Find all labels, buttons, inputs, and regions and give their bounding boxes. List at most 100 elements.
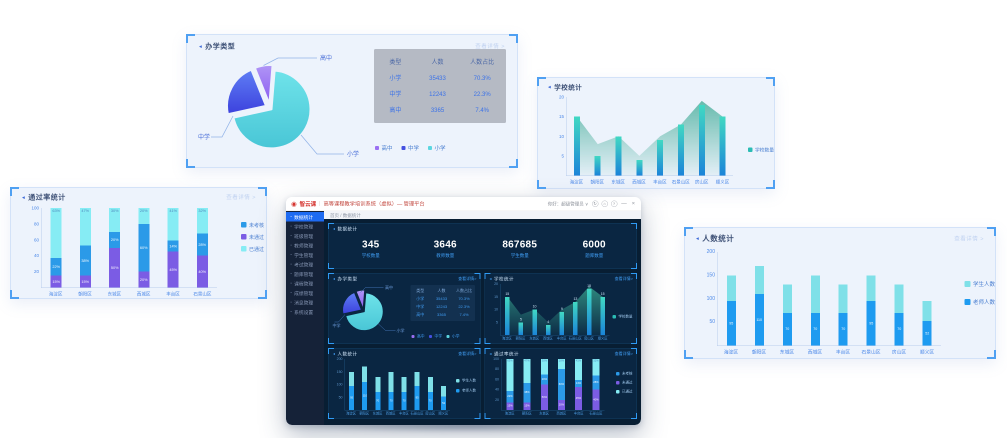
bar-column <box>691 97 712 176</box>
bar-column: 110 <box>745 252 773 346</box>
bar-segment: 60% <box>558 369 566 400</box>
bar-column: 70 <box>371 359 384 410</box>
y-axis-tick: 80 <box>495 367 499 371</box>
legend-swatch <box>616 371 620 376</box>
segment-label: 95 <box>415 396 419 400</box>
home-icon[interactable]: ⌂ <box>601 200 608 207</box>
bar: 95 <box>866 252 876 346</box>
bar-segment: 14% <box>575 379 583 388</box>
help-icon[interactable]: ? <box>610 200 618 207</box>
bar-column: 95 <box>345 359 358 410</box>
x-axis-label: 西城区 <box>385 412 396 416</box>
sidebar-item[interactable]: ▪ 教师管理 <box>286 241 324 251</box>
bar-segment <box>838 284 848 313</box>
sidebar-item[interactable]: ▪ 系统设置 <box>286 307 324 317</box>
table-cell: 22.3% <box>473 90 491 98</box>
pie-slice <box>342 291 362 315</box>
close-icon[interactable]: × <box>631 200 635 207</box>
pie-slice <box>226 68 267 116</box>
sidebar-item[interactable]: ▪ 考试管理 <box>286 260 324 270</box>
view-details-link[interactable]: 查看详情 > <box>226 194 256 201</box>
bar-segment: 60% <box>138 223 150 272</box>
x-axis-label: 顺义区 <box>438 412 449 416</box>
x-axis-label: 海淀区 <box>569 179 584 185</box>
table-header-cell: 人数占比 <box>470 58 495 66</box>
minimize-icon[interactable]: — <box>621 200 627 207</box>
legend-swatch <box>241 222 247 228</box>
panel-school-type: ◂ 办学类型 查看详情 > 高中 中学 小学 类型 人数 人数占比 小学 35433 70.3… <box>186 34 518 168</box>
table-header-cell: 类型 <box>389 58 402 66</box>
bar <box>657 140 664 176</box>
legend-swatch <box>375 146 379 150</box>
bar: 70 <box>427 359 433 410</box>
legend-swatch <box>964 299 971 305</box>
chart-plot: 50 100 150 200 95 110 70 70 70 95 70 52 <box>337 357 450 411</box>
sidebar-item[interactable]: ▪ 学生管理 <box>286 250 324 260</box>
x-axis-label: 朝阳区 <box>78 291 92 297</box>
bar <box>586 289 592 335</box>
sidebar-item[interactable]: ▪ 成绩管理 <box>286 288 324 298</box>
pie-label: 中学 <box>198 133 210 141</box>
bar-segment <box>388 371 394 393</box>
panel-people-stats: ◂ 人数统计 查看详情 > 50 100 150 200 95 110 70 70 70 95 70… <box>684 227 996 359</box>
bar-value-label: 4 <box>547 320 550 324</box>
view-details-link[interactable]: 查看详情> <box>458 351 477 357</box>
menu-item-icon: ▪ <box>290 253 292 257</box>
sidebar-item[interactable]: ▪ 学校管理 <box>286 222 324 232</box>
refresh-icon[interactable]: ↻ <box>591 200 599 207</box>
bar-column: 15 <box>501 284 515 335</box>
bar-column <box>629 97 650 176</box>
pie-label-line <box>300 134 344 155</box>
sidebar-item[interactable]: ▪ 数据统计 <box>286 212 324 222</box>
view-details-link[interactable]: 查看详情> <box>614 351 633 357</box>
legend-swatch <box>612 314 616 319</box>
bars-area <box>567 97 734 176</box>
bar-segment <box>782 284 792 313</box>
y-axis-tick: 100 <box>31 205 39 211</box>
chart-plot: 50 100 150 200 95 110 70 70 70 95 70 52 <box>707 249 941 346</box>
legend-item: 已通过 <box>241 245 264 253</box>
sidebar-item[interactable]: ▪ 班级管理 <box>286 231 324 241</box>
panel-data-stats: ◂ 数据统计 345 学校数量 3646 教师数量 867685 学生数量 6000 题库数量 <box>328 223 637 269</box>
bar-column: 15% 38% 47% <box>71 208 100 288</box>
pie-legend: 高中 中学 小学 <box>411 334 460 340</box>
people-count-chart: 50 100 150 200 95 110 70 70 70 95 70 52 海淀区 朝阳区 东城区 西城区… <box>337 357 450 416</box>
app-logo-icon: ◉ <box>291 200 297 208</box>
bar-segment <box>894 284 904 313</box>
x-axis-label: 海淀区 <box>723 349 739 355</box>
bar-value-label: 15 <box>600 292 605 296</box>
bar-column: 4 <box>541 284 555 335</box>
panel-title: ◂ 学校统计 <box>490 276 515 283</box>
table-cell: 35433 <box>435 296 448 301</box>
segment-label: 52 <box>441 402 445 405</box>
panel-title-text: 学校统计 <box>554 83 583 92</box>
bar <box>698 104 705 176</box>
legend-item: 老师人数 <box>456 388 476 393</box>
school-count-chart: 5 10 15 20 海淀区 朝阳区 东城区 西城区 丰台区 石景山区 房山区 顺义区 <box>559 95 734 185</box>
segment-label: 38% <box>524 391 530 395</box>
sidebar-item[interactable]: ▪ 课程管理 <box>286 279 324 289</box>
bar-column: 18 <box>582 284 596 335</box>
sidebar-item[interactable]: ▪ 消息管理 <box>286 298 324 308</box>
bar-column: 15 <box>596 284 610 335</box>
bar-segment: 95 <box>349 385 355 410</box>
chart-legend: 学校数量 <box>612 314 633 319</box>
stat-item: 3646 教师数量 <box>408 232 483 266</box>
sidebar-item[interactable]: ▪ 题库管理 <box>286 269 324 279</box>
bar-column <box>712 97 733 176</box>
view-details-link[interactable]: 查看详情> <box>458 276 477 282</box>
view-details-link[interactable]: 查看详情 > <box>954 235 984 242</box>
bar: 45% 14% 41% <box>167 208 179 288</box>
user-menu[interactable]: 你好：超级管理员 ∨ <box>547 201 589 207</box>
bar-value-label: 15 <box>505 292 510 296</box>
view-details-link[interactable]: 查看详情 > <box>475 43 505 50</box>
view-details-link[interactable]: 查看详情> <box>614 276 633 282</box>
stat-item: 345 学校数量 <box>334 232 409 266</box>
chart-legend: 未考核 未通过 已通过 <box>616 371 633 394</box>
bar: 95 <box>349 359 355 410</box>
bar: 15% 22% 63% <box>506 359 514 410</box>
legend-swatch <box>616 380 620 385</box>
x-axis-label: 房山区 <box>694 179 709 185</box>
bar-column: 9 <box>555 284 569 335</box>
